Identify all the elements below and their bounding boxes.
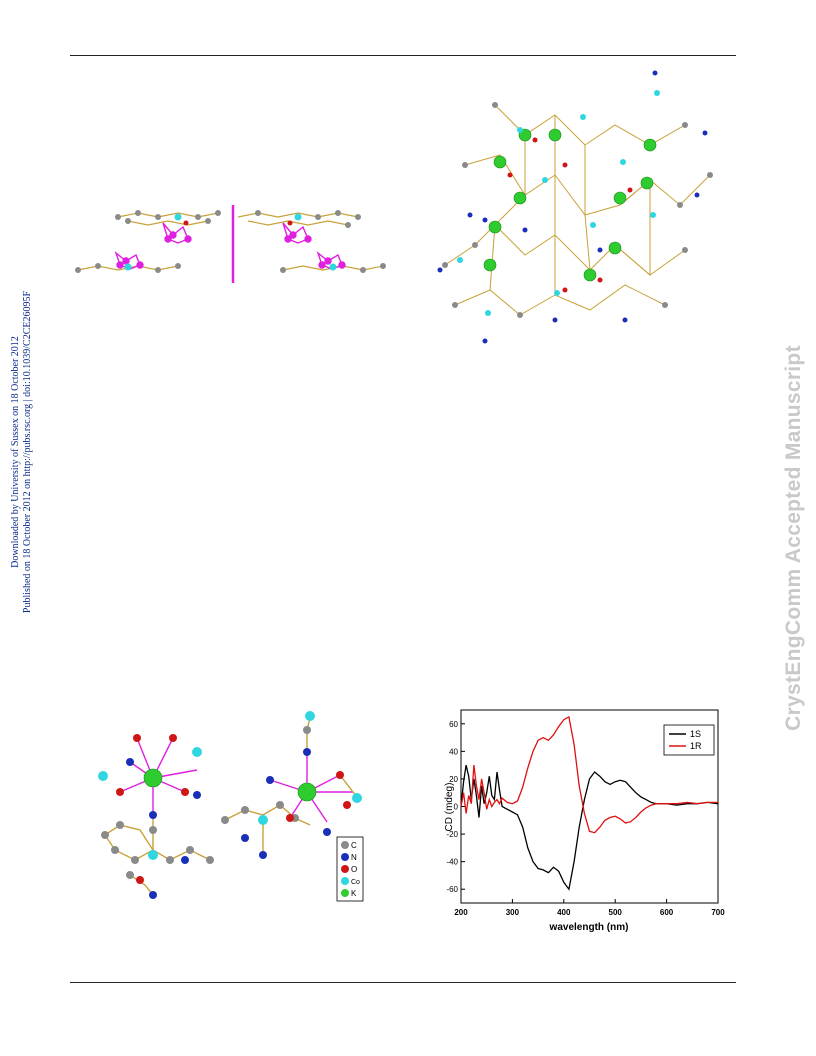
x-tick-label: 200 (454, 908, 468, 917)
legend-atom-label: Co (351, 879, 360, 886)
x-axis-label: wavelength (nm) (549, 922, 629, 933)
enantiomer-mirror-figure (75, 205, 386, 283)
y-tick-label: -60 (446, 885, 458, 894)
legend-atom-label: C (351, 841, 357, 850)
bottom-rule (70, 982, 736, 983)
x-tick-label: 600 (660, 908, 674, 917)
download-notice: Downloaded by University of Sussex on 18… (10, 222, 34, 682)
y-tick-label: 0 (454, 803, 459, 812)
y-tick-label: -40 (446, 858, 458, 867)
y-axis-label: CD (mdeg) (444, 783, 455, 832)
chart-legend: 1S 1R (663, 724, 715, 756)
y-tick-label: 40 (449, 747, 458, 756)
packing-network-figure (437, 70, 713, 344)
coordination-environment-figure: C N O Co K (98, 711, 364, 902)
series-line-1s (460, 764, 719, 891)
y-tick-label: -20 (446, 830, 458, 839)
y-tick-label: 20 (449, 775, 458, 784)
journal-watermark: CrystEngComm Accepted Manuscript (782, 345, 805, 731)
top-rule (70, 55, 736, 56)
atom-legend: C N O Co K (336, 836, 364, 902)
series-line-1r (460, 715, 718, 834)
legend-atom-label: K (351, 889, 357, 898)
download-notice-line1: Downloaded by University of Sussex on 18… (10, 336, 21, 568)
download-notice-line2: Published on 18 October 2012 on http://p… (22, 290, 33, 614)
legend-series-1r: 1R (690, 741, 702, 751)
legend-atom-label: N (351, 853, 357, 862)
x-tick-label: 300 (506, 908, 520, 917)
x-tick-label: 400 (557, 908, 571, 917)
x-tick-label: 500 (609, 908, 623, 917)
x-tick-label: 700 (711, 908, 725, 917)
legend-atom-label: O (351, 865, 357, 874)
legend-series-1s: 1S (690, 729, 701, 739)
y-tick-label: 60 (449, 720, 458, 729)
